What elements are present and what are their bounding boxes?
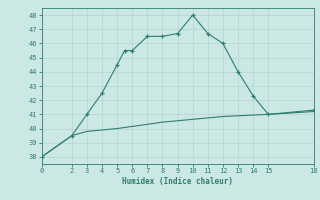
X-axis label: Humidex (Indice chaleur): Humidex (Indice chaleur) <box>122 177 233 186</box>
